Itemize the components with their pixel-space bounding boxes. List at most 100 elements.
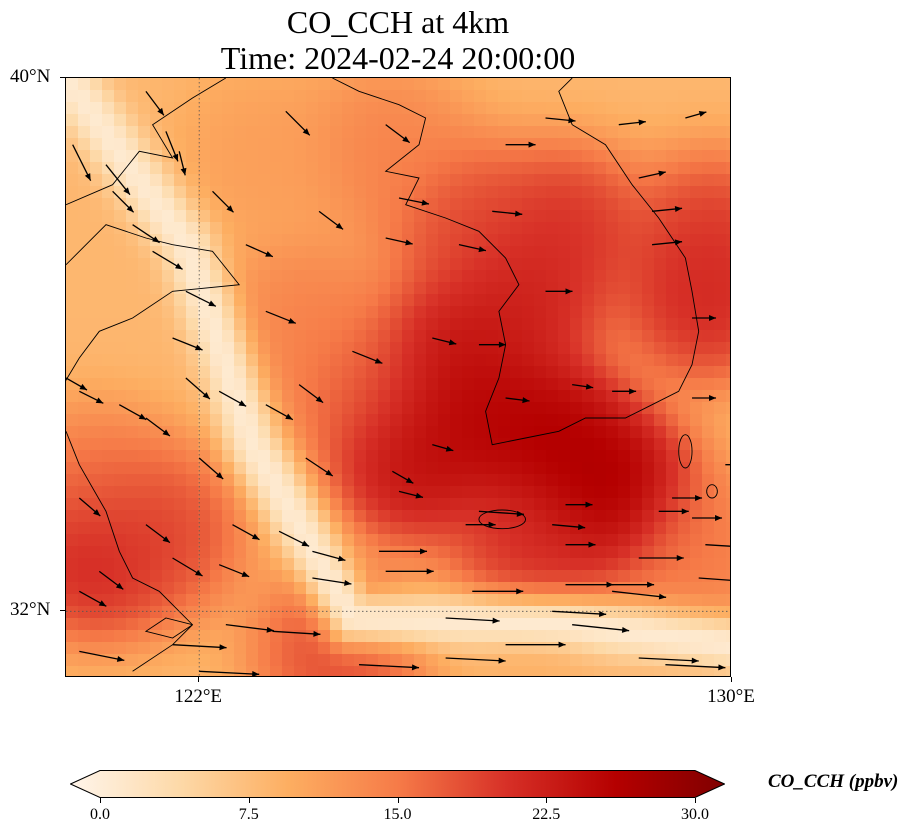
wind-arrow-50 <box>652 206 683 213</box>
wind-arrow-78 <box>572 624 630 633</box>
lon-tick-label: 122°E <box>174 686 223 707</box>
wind-arrow-0 <box>72 144 92 181</box>
wind-arrow-89 <box>698 577 730 581</box>
wind-arrow-77 <box>552 610 607 617</box>
wind-arrow-29 <box>232 524 260 541</box>
wind-arrow-43 <box>505 141 536 148</box>
wind-arrow-4 <box>178 151 187 176</box>
wind-arrow-31 <box>312 550 346 562</box>
wind-arrow-75 <box>638 555 684 561</box>
wind-arrow-73 <box>658 508 689 515</box>
wind-arrow-67 <box>385 568 434 575</box>
wind-arrow-48 <box>652 239 683 246</box>
wind-arrow-28 <box>218 564 250 578</box>
wind-arrow-59 <box>672 495 703 501</box>
wind-arrow-30 <box>278 530 310 547</box>
wind-arrow-64 <box>565 501 593 508</box>
coastline-4 <box>332 78 700 446</box>
wind-arrow-15 <box>79 390 104 404</box>
coastline-3 <box>144 617 193 639</box>
wind-arrow-46 <box>685 111 707 119</box>
wind-arrow-81 <box>505 641 566 648</box>
wind-arrow-37 <box>432 337 457 346</box>
wind-arrow-82 <box>445 657 506 664</box>
wind-arrow-8 <box>212 190 234 213</box>
wind-arrow-25 <box>172 557 203 577</box>
wind-arrow-65 <box>552 524 586 531</box>
wind-arrow-12 <box>172 337 203 351</box>
coastline-1 <box>66 224 241 382</box>
coastline-2 <box>66 431 194 672</box>
wind-arrow-83 <box>172 644 227 651</box>
wind-arrow-22 <box>198 457 224 480</box>
wind-arrow-63 <box>465 521 496 528</box>
wind-arrow-66 <box>565 541 596 548</box>
wind-arrow-70 <box>379 548 428 555</box>
wind-arrow-36 <box>352 350 383 364</box>
colorbar-tick-label: 7.5 <box>238 806 259 823</box>
wind-arrow-58 <box>725 464 730 466</box>
colorbar-tick-mark <box>100 798 101 803</box>
wind-arrow-44 <box>545 117 576 124</box>
wind-arrow-57 <box>692 395 717 401</box>
wind-arrow-41 <box>385 237 413 246</box>
map-title: CO_CCH at 4km <box>286 4 510 40</box>
wind-arrow-40 <box>318 210 344 230</box>
wind-arrow-27 <box>79 590 107 607</box>
wind-arrow-26 <box>98 570 124 590</box>
wind-arrow-14 <box>118 404 147 421</box>
wind-arrow-51 <box>492 210 523 217</box>
wind-arrow-42 <box>458 244 487 253</box>
wind-arrow-61 <box>398 490 424 499</box>
colorbar-title: CO_CCH (ppbv) <box>768 771 899 792</box>
wind-arrow-56 <box>612 388 637 395</box>
lat-tick-label: 32°N <box>10 599 51 621</box>
wind-arrow-69 <box>565 581 614 588</box>
colorbar-tick-label: 15.0 <box>383 806 412 823</box>
wind-arrow-74 <box>692 515 723 521</box>
coastline-0 <box>66 78 227 206</box>
wind-arrow-62 <box>392 470 414 484</box>
wind-arrow-16 <box>66 377 88 391</box>
wind-arrow-54 <box>505 397 530 404</box>
wind-arrow-2 <box>112 190 135 213</box>
wind-arrow-52 <box>478 341 506 348</box>
wind-arrow-17 <box>145 417 171 437</box>
island-0 <box>478 509 526 530</box>
wind-arrow-1 <box>105 164 131 196</box>
wind-arrow-24 <box>145 524 171 544</box>
wind-arrow-23 <box>78 497 101 517</box>
colorbar-tick-mark <box>695 798 696 803</box>
lat-tick-label: 40°N <box>10 66 51 87</box>
wind-arrow-68 <box>472 588 524 595</box>
lat-tick-mark <box>60 610 65 612</box>
colorbar-gradient <box>69 770 726 798</box>
wind-arrow-39 <box>385 124 411 144</box>
wind-arrow-18 <box>218 390 247 407</box>
wind-arrow-60 <box>432 444 454 452</box>
colorbar-tick-mark <box>397 798 399 803</box>
wind-arrow-9 <box>132 224 160 244</box>
concentration-field <box>66 78 730 676</box>
wind-arrow-13 <box>185 377 211 400</box>
colorbar-tick-mark <box>546 798 548 803</box>
colorbar-tick-label: 30.0 <box>681 806 709 823</box>
lat-tick-mark <box>60 77 65 78</box>
wind-arrow-76 <box>612 590 667 600</box>
wind-arrow-86 <box>359 664 420 671</box>
wind-arrow-88 <box>705 544 730 547</box>
wind-arrow-35 <box>265 310 297 324</box>
wind-arrow-20 <box>298 384 324 404</box>
wind-arrow-32 <box>312 577 352 586</box>
wind-arrow-21 <box>305 457 334 477</box>
wind-arrow-5 <box>145 90 165 116</box>
lon-tick-mark <box>198 677 200 682</box>
wind-arrow-53 <box>545 288 573 295</box>
wind-arrow-47 <box>638 170 666 179</box>
map-canvas <box>66 78 730 676</box>
wind-arrow-6 <box>285 110 311 136</box>
wind-arrow-33 <box>225 624 274 633</box>
map-panel <box>65 77 731 677</box>
wind-arrow-49 <box>692 315 717 321</box>
colorbar-body <box>69 770 726 798</box>
